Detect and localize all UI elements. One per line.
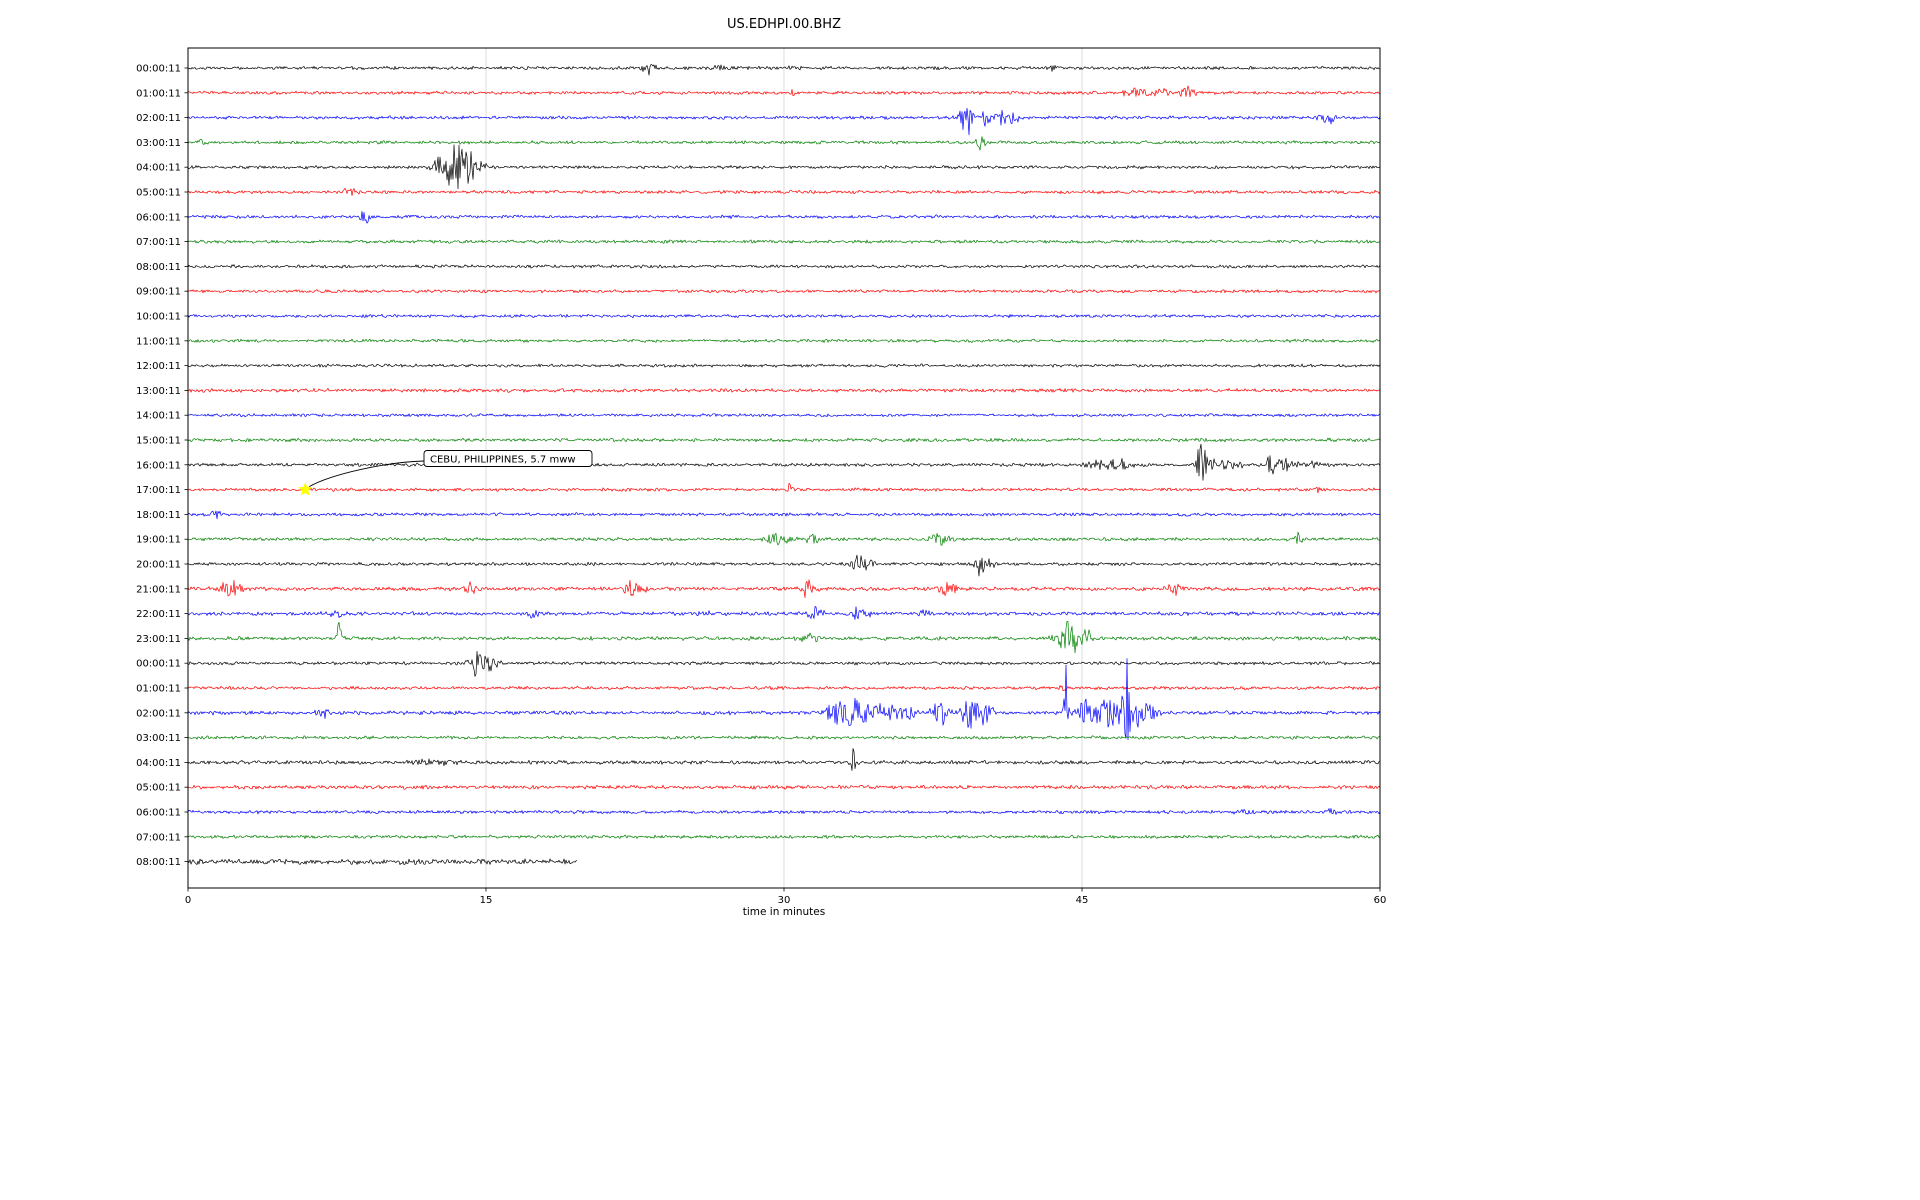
trace-time-label: 11:00:11 — [136, 336, 181, 347]
x-tick-label: 60 — [1374, 895, 1387, 906]
trace-row — [187, 554, 1381, 577]
trace-row — [187, 651, 1381, 677]
trace-time-label: 08:00:11 — [136, 857, 181, 868]
trace-row — [187, 313, 1381, 319]
trace-row — [188, 482, 1381, 494]
trace-row — [187, 363, 1381, 368]
trace-row — [187, 64, 1381, 76]
trace-row — [187, 388, 1381, 393]
trace-time-label: 14:00:11 — [136, 411, 181, 422]
annotation-callout-line — [308, 460, 425, 487]
trace-time-label: 10:00:11 — [136, 312, 181, 323]
trace-time-label: 22:00:11 — [136, 609, 181, 620]
trace-row — [187, 264, 1381, 269]
trace-time-label: 19:00:11 — [136, 535, 181, 546]
trace-time-label: 03:00:11 — [136, 733, 181, 744]
trace-row — [187, 735, 1381, 740]
trace-time-label: 04:00:11 — [136, 163, 181, 174]
event-annotation-text: CEBU, PHILIPPINES, 5.7 mww — [430, 455, 576, 466]
x-tick-label: 15 — [480, 895, 493, 906]
trace-time-label: 12:00:11 — [136, 361, 181, 372]
trace-row — [187, 858, 578, 866]
trace-time-label: 15:00:11 — [136, 436, 181, 447]
trace-row — [187, 685, 1381, 692]
trace-time-label: 21:00:11 — [136, 584, 181, 595]
trace-row — [187, 579, 1381, 599]
trace-row — [187, 85, 1381, 98]
trace-time-label: 04:00:11 — [136, 758, 181, 769]
trace-time-label: 20:00:11 — [136, 560, 181, 571]
trace-row — [187, 187, 1381, 197]
trace-time-label: 07:00:11 — [136, 237, 181, 248]
trace-row — [187, 834, 1381, 840]
event-annotation-box — [423, 450, 593, 467]
trace-row — [187, 784, 1381, 790]
trace-time-label: 06:00:11 — [136, 808, 181, 819]
trace-time-label: 06:00:11 — [136, 212, 181, 223]
trace-row — [187, 144, 1381, 190]
trace-time-label: 07:00:11 — [136, 832, 181, 843]
chart-title: US.EDHPI.00.BHZ — [727, 17, 841, 32]
trace-time-label: 00:00:11 — [136, 64, 181, 75]
event-star-marker — [298, 482, 313, 496]
trace-row — [188, 338, 1381, 343]
x-tick-label: 45 — [1076, 895, 1089, 906]
trace-time-label: 02:00:11 — [136, 708, 181, 719]
x-tick-label: 0 — [185, 895, 191, 906]
x-tick-label: 30 — [778, 895, 791, 906]
trace-row — [187, 620, 1381, 654]
trace-row — [187, 107, 1381, 136]
trace-time-label: 09:00:11 — [136, 287, 181, 298]
trace-row — [188, 413, 1381, 418]
trace-time-label: 17:00:11 — [136, 485, 181, 496]
trace-time-label: 16:00:11 — [136, 460, 181, 471]
trace-row — [187, 658, 1381, 741]
trace-row — [187, 606, 1381, 620]
trace-time-label: 05:00:11 — [136, 783, 181, 794]
trace-row — [187, 531, 1381, 546]
trace-time-label: 05:00:11 — [136, 188, 181, 199]
trace-time-label: 03:00:11 — [136, 138, 181, 149]
trace-row — [188, 289, 1381, 294]
trace-row — [187, 136, 1381, 151]
trace-row — [187, 808, 1381, 815]
trace-time-label: 18:00:11 — [136, 510, 181, 521]
trace-time-label: 23:00:11 — [136, 634, 181, 645]
trace-time-label: 13:00:11 — [136, 386, 181, 397]
trace-time-label: 01:00:11 — [136, 684, 181, 695]
trace-row — [187, 437, 1381, 443]
trace-row — [187, 239, 1380, 244]
trace-time-label: 01:00:11 — [136, 88, 181, 99]
trace-time-label: 02:00:11 — [136, 113, 181, 124]
trace-row — [187, 510, 1381, 520]
x-axis-label: time in minutes — [742, 906, 826, 918]
trace-time-label: 08:00:11 — [136, 262, 181, 273]
trace-row — [187, 210, 1381, 224]
trace-row — [187, 748, 1381, 771]
trace-time-label: 00:00:11 — [136, 659, 181, 670]
